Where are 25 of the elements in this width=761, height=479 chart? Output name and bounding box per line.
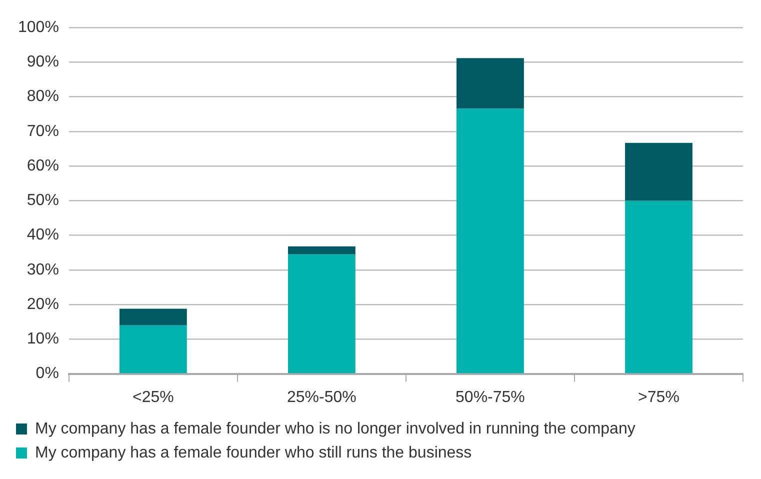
y-tick-label: 70%: [26, 122, 59, 140]
bar: [288, 246, 356, 254]
y-tick-label: 90%: [26, 54, 59, 71]
legend-label: My company has a female founder who is no longer involved in running the company: [35, 420, 636, 438]
bar: [456, 58, 524, 109]
x-tick-label: >75%: [638, 388, 680, 406]
y-tick-label: 20%: [26, 296, 59, 313]
y-tick-label: 60%: [26, 157, 59, 174]
bar: [456, 108, 524, 374]
y-tick-label: 100%: [18, 19, 59, 36]
legend-label: My company has a female founder who still runs the business: [35, 444, 472, 462]
y-tick-label: 50%: [26, 192, 59, 210]
y-tick-label: 10%: [26, 330, 59, 348]
bar: [625, 142, 692, 201]
y-tick-label: 30%: [26, 261, 59, 278]
y-tick-label: 80%: [26, 88, 59, 106]
bar: [288, 254, 356, 374]
x-tick-label: <25%: [132, 388, 174, 406]
bar: [625, 200, 692, 374]
bar: [119, 325, 187, 374]
bar: [119, 308, 187, 326]
y-tick-label: 40%: [26, 226, 59, 244]
x-tick-label: 50%-75%: [456, 388, 525, 406]
y-tick-label: 0%: [36, 365, 59, 382]
x-tick-label: 25%-50%: [287, 388, 356, 406]
